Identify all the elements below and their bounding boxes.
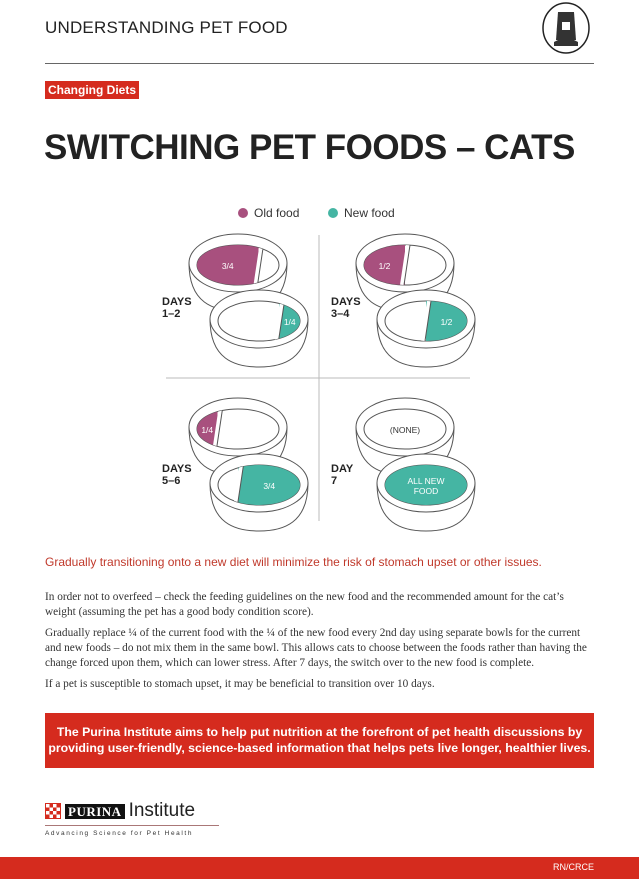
portion-label: (NONE) [390, 425, 420, 435]
portion-label: 1/2 [441, 317, 453, 327]
paragraph: If a pet is susceptible to stomach upset… [45, 678, 435, 690]
new-food-bowl: 3/4 [209, 453, 309, 532]
legend-new-label: New food [344, 206, 395, 220]
bowl-inner [363, 408, 447, 450]
logo-brand: PURINA [65, 803, 125, 819]
food-portion [385, 465, 467, 505]
portion-label: 3/4 [263, 481, 275, 491]
checkerboard-icon [45, 803, 61, 819]
legend-new: New food [328, 206, 395, 220]
portion-label: 1/4 [284, 317, 296, 327]
logo-tagline: Advancing Science for Pet Health [45, 830, 194, 837]
portion-label: 1/2 [379, 261, 391, 271]
pet-food-bag-icon [542, 2, 590, 54]
new-food-bowl: 1/2 [376, 289, 476, 368]
panel-label: DAYS 5–6 [162, 463, 192, 487]
portion-label: ALL NEW [407, 476, 444, 486]
paragraph: In order not to overfeed – check the fee… [45, 591, 564, 618]
purina-institute-logo: PURINA Institute Advancing Science for P… [45, 800, 219, 837]
callout-box: The Purina Institute aims to help put nu… [45, 713, 594, 768]
old-food-bowl: 1/4 [188, 397, 288, 476]
panel-label: DAYS 1–2 [162, 296, 192, 320]
header-divider [45, 63, 594, 64]
logo-name: Institute [128, 800, 196, 821]
new-food-bowl: 1/4 [209, 289, 309, 368]
panel-label: DAYS 3–4 [331, 296, 361, 320]
portion-label: FOOD [414, 486, 439, 496]
category-badge: Changing Diets [45, 81, 140, 99]
footer-bar: RN/CRCE [0, 857, 639, 879]
legend-old-label: Old food [254, 206, 300, 220]
old-food-swatch [238, 208, 248, 218]
lead-sentence: Gradually transitioning onto a new diet … [45, 555, 542, 569]
panel-label: DAY 7 [331, 463, 354, 487]
page-title: SWITCHING PET FOODS – CATS [44, 128, 575, 167]
footer-code: RN/CRCE [552, 862, 594, 872]
new-food-swatch [328, 208, 338, 218]
portion-label: 3/4 [222, 261, 234, 271]
header-title: UNDERSTANDING PET FOOD [45, 18, 288, 37]
paragraph: Gradually replace ¼ of the current food … [45, 627, 587, 669]
portion-label: 1/4 [201, 425, 213, 435]
legend-old: Old food [238, 206, 299, 220]
